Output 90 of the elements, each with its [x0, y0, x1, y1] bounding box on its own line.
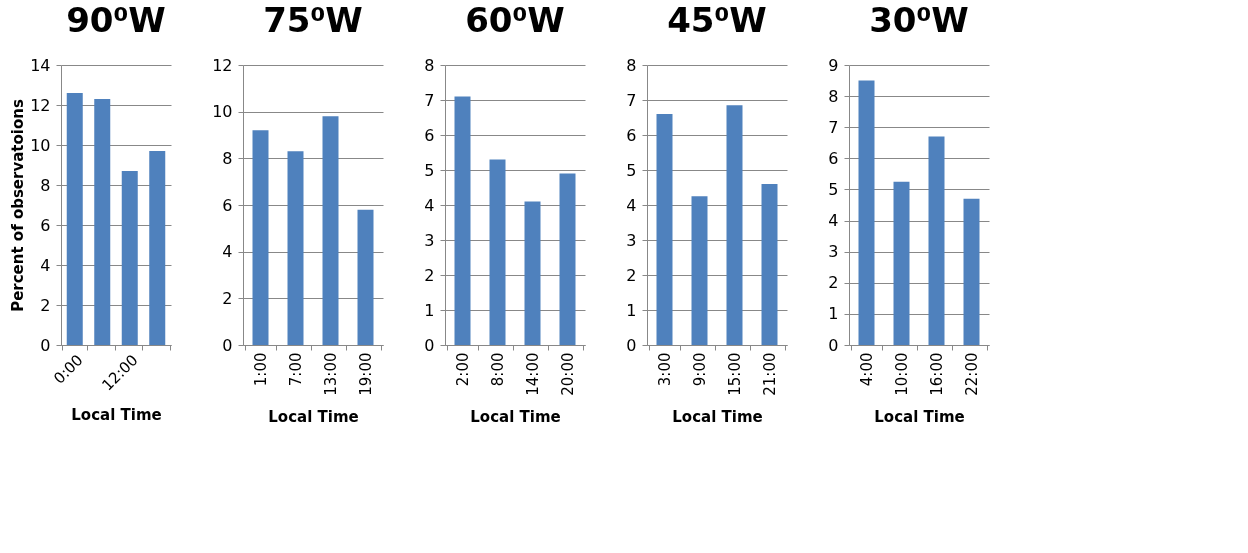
y-tick-label: 4: [626, 195, 637, 215]
y-tick-label: 10: [212, 102, 233, 122]
y-tick-label: 8: [222, 148, 233, 168]
y-tick-label: 0: [424, 335, 435, 355]
y-tick-label: 2: [424, 265, 435, 285]
y-tick-label: 1: [828, 304, 839, 324]
y-tick-label: 2: [40, 295, 51, 315]
x-tick-label: 1:00: [252, 352, 270, 387]
bar: [121, 171, 138, 345]
x-tick-label: 8:00: [489, 352, 507, 387]
y-tick-label: 6: [222, 195, 233, 215]
bar: [761, 184, 778, 345]
bar: [963, 198, 980, 345]
y-tick-label: 12: [212, 55, 233, 75]
y-tick-label: 0: [828, 335, 839, 355]
x-tick-label: 22:00: [963, 352, 981, 396]
bar: [66, 93, 83, 345]
x-tick-label: 9:00: [691, 352, 709, 387]
x-tick-label: 16:00: [928, 352, 946, 396]
y-tick-label: 5: [626, 160, 637, 180]
y-tick-label: 2: [626, 265, 637, 285]
y-tick-label: 0: [626, 335, 637, 355]
y-tick-label: 2: [828, 273, 839, 293]
y-tick-label: 8: [424, 55, 435, 75]
bar: [691, 196, 708, 345]
y-tick-label: 6: [828, 148, 839, 168]
x-tick-label: 4:00: [858, 352, 876, 387]
y-axis-title: Percent of observatoions: [9, 99, 28, 312]
y-tick-label: 7: [424, 90, 435, 110]
chart-title: 90⁰W: [66, 0, 166, 40]
y-tick-label: 8: [40, 175, 51, 195]
bar: [726, 105, 743, 345]
bar: [287, 151, 304, 345]
bar: [524, 201, 541, 345]
y-tick-label: 8: [828, 86, 839, 106]
x-tick-label: 13:00: [322, 352, 340, 396]
x-tick-label: 2:00: [454, 352, 472, 387]
y-tick-label: 7: [626, 90, 637, 110]
bar: [928, 136, 945, 345]
x-tick-label: 19:00: [357, 352, 375, 396]
chart-title: 60⁰W: [465, 0, 565, 40]
y-tick-label: 5: [828, 179, 839, 199]
y-tick-label: 6: [40, 215, 51, 235]
x-tick-label: 3:00: [656, 352, 674, 387]
y-tick-label: 4: [40, 255, 51, 275]
chart-title: 75⁰W: [263, 0, 363, 40]
bar: [357, 209, 374, 345]
y-tick-label: 1: [626, 300, 637, 320]
x-tick-label: 7:00: [287, 352, 305, 387]
bar: [454, 96, 471, 345]
y-tick-label: 4: [222, 242, 233, 262]
y-tick-label: 1: [424, 300, 435, 320]
y-tick-label: 2: [222, 288, 233, 308]
y-tick-label: 14: [30, 55, 51, 75]
bar: [322, 116, 339, 345]
bar: [252, 130, 269, 345]
y-tick-label: 6: [626, 125, 637, 145]
y-tick-label: 4: [828, 211, 839, 231]
y-tick-label: 6: [424, 125, 435, 145]
x-tick-label: 14:00: [524, 352, 542, 396]
bar: [94, 99, 111, 345]
y-tick-label: 12: [30, 95, 51, 115]
y-tick-label: 9: [828, 55, 839, 75]
bar: [559, 173, 576, 345]
y-tick-label: 7: [828, 117, 839, 137]
bar: [858, 80, 875, 345]
y-tick-label: 0: [40, 335, 51, 355]
x-tick-label: 15:00: [726, 352, 744, 396]
y-tick-label: 5: [424, 160, 435, 180]
bar: [149, 151, 166, 345]
bar: [656, 114, 673, 345]
x-axis-title: Local Time: [470, 407, 561, 426]
x-tick-label: 21:00: [761, 352, 779, 396]
y-tick-label: 3: [424, 230, 435, 250]
y-tick-label: 4: [424, 195, 435, 215]
bar: [893, 181, 910, 345]
chart-title: 45⁰W: [667, 0, 767, 40]
y-tick-label: 3: [828, 242, 839, 262]
x-axis-title: Local Time: [874, 407, 965, 426]
y-tick-label: 8: [626, 55, 637, 75]
y-tick-label: 0: [222, 335, 233, 355]
x-axis-title: Local Time: [268, 407, 359, 426]
x-tick-label: 20:00: [559, 352, 577, 396]
y-tick-label: 3: [626, 230, 637, 250]
y-tick-label: 10: [30, 135, 51, 155]
x-axis-title: Local Time: [71, 405, 162, 424]
x-axis-title: Local Time: [672, 407, 763, 426]
bar: [489, 159, 506, 345]
chart-title: 30⁰W: [869, 0, 969, 40]
x-tick-label: 10:00: [893, 352, 911, 396]
